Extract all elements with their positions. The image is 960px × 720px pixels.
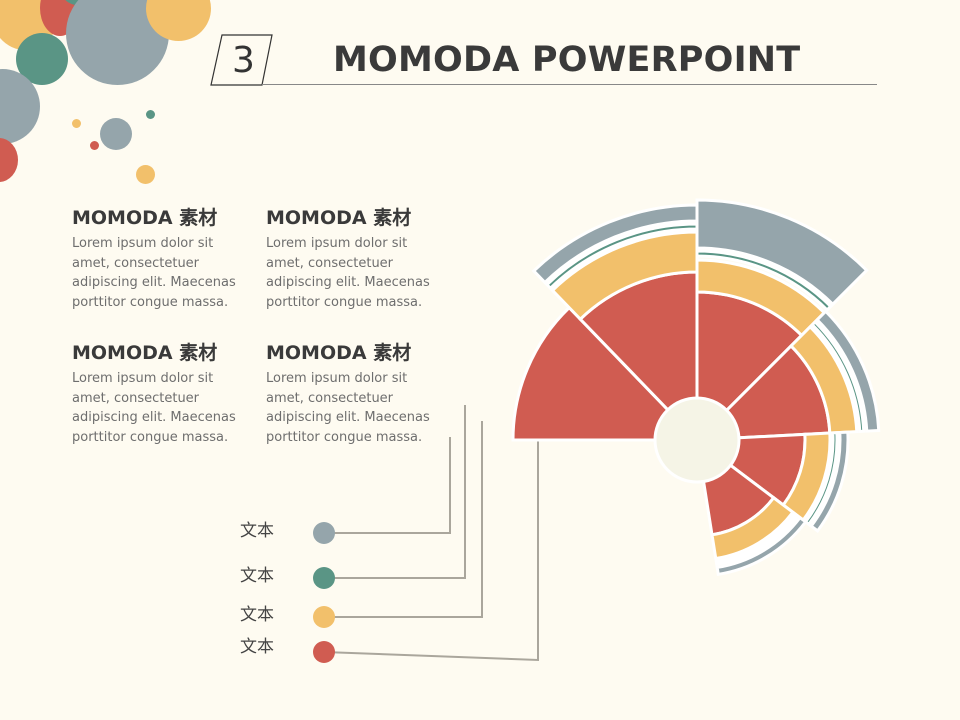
- text-block-1: MOMODA 素材 Lorem ipsum dolor sit amet, co…: [72, 203, 252, 312]
- sector-6-yellow: [710, 495, 795, 561]
- sector-5-gray: [809, 430, 850, 533]
- bubble: [0, 138, 18, 182]
- bubble: [72, 119, 81, 128]
- connector-line-gray: [324, 437, 451, 534]
- connector-line-yellow: [324, 421, 483, 618]
- legend-label-1: 文本: [240, 521, 274, 541]
- sector-6-teal: [714, 511, 800, 567]
- block-heading: MOMODA 素材: [266, 342, 412, 364]
- slide-number: 3: [232, 40, 255, 81]
- legend-dot-4: [313, 641, 335, 663]
- legend-label-3: 文本: [240, 605, 274, 625]
- legend-dot-3: [313, 606, 335, 628]
- slide-title: MOMODA POWERPOINT: [333, 40, 801, 80]
- bubble: [146, 110, 155, 119]
- connector-line-teal: [324, 405, 466, 579]
- text-block-3: MOMODA 素材 Lorem ipsum dolor sit amet, co…: [72, 338, 252, 447]
- bubble: [90, 141, 99, 150]
- block-body: Lorem ipsum dolor sit amet, consectetuer…: [266, 371, 430, 445]
- header-decoration: [210, 34, 877, 86]
- sector-4-gray: [815, 309, 881, 433]
- legend-label-4: 文本: [240, 637, 274, 657]
- block-heading: MOMODA 素材: [72, 342, 218, 364]
- legend-connectors: [323, 405, 539, 662]
- text-block-2: MOMODA 素材 Lorem ipsum dolor sit amet, co…: [266, 203, 446, 312]
- legend-dots: [313, 522, 335, 663]
- sector-6-gray: [715, 515, 808, 577]
- block-body: Lorem ipsum dolor sit amet, consectetuer…: [72, 371, 236, 445]
- center-circle: [653, 396, 741, 484]
- block-body: Lorem ipsum dolor sit amet, consectetuer…: [72, 236, 236, 310]
- sectors: [511, 198, 881, 577]
- sector-3-gray: [695, 198, 869, 307]
- text-block-4: MOMODA 素材 Lorem ipsum dolor sit amet, co…: [266, 338, 446, 447]
- block-heading: MOMODA 素材: [266, 207, 412, 229]
- legend-dot-1: [313, 522, 335, 544]
- sector-3-teal: [695, 249, 833, 313]
- bubble: [136, 165, 155, 184]
- connector-line-red: [323, 440, 539, 662]
- legend-label-2: 文本: [240, 566, 274, 586]
- bubble: [100, 118, 132, 150]
- legend-dot-2: [313, 567, 335, 589]
- sector-4-teal: [810, 319, 866, 434]
- block-heading: MOMODA 素材: [72, 207, 218, 229]
- block-body: Lorem ipsum dolor sit amet, consectetuer…: [266, 236, 430, 310]
